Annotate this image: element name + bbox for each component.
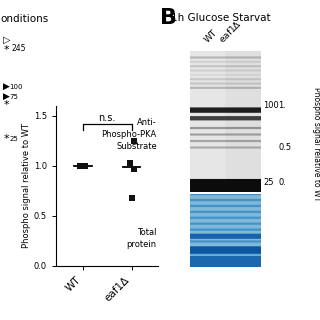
Point [82,163,87,168]
Point [78,163,83,168]
Text: eaf1$\Delta$: eaf1$\Delta$ [216,17,244,45]
Text: 0.5: 0.5 [278,143,292,152]
Text: 1.: 1. [278,101,286,110]
Text: 1h Glucose Starvat: 1h Glucose Starvat [171,13,271,23]
Text: Anti-
Phospho-PKA
Substrate: Anti- Phospho-PKA Substrate [101,118,157,151]
Text: ▶: ▶ [3,82,10,91]
Text: 100: 100 [263,101,279,110]
Text: onditions: onditions [0,14,48,24]
Text: WT: WT [203,28,220,45]
Text: 25: 25 [10,136,18,142]
Point [80,163,85,168]
Text: 245: 245 [11,44,26,53]
Text: Total
protein: Total protein [127,228,157,249]
Text: *: * [3,44,9,55]
Point [129,195,134,200]
Text: Phospho signal relative to WT: Phospho signal relative to WT [312,87,320,201]
Text: 0.: 0. [278,178,286,187]
Point [83,163,88,168]
Text: 25: 25 [263,178,274,187]
Text: ▷: ▷ [3,35,11,45]
Text: *: * [3,100,9,110]
Text: *: * [3,134,9,144]
Point [79,163,84,168]
Text: n.s.: n.s. [99,113,116,123]
Text: ▶: ▶ [3,92,10,100]
Point [127,160,132,165]
Y-axis label: Phospho signal relative to WT: Phospho signal relative to WT [22,123,31,248]
Text: 100: 100 [10,84,23,90]
Text: B: B [160,8,177,28]
Point [131,166,136,171]
Point [131,138,136,143]
Text: 75: 75 [10,94,19,100]
